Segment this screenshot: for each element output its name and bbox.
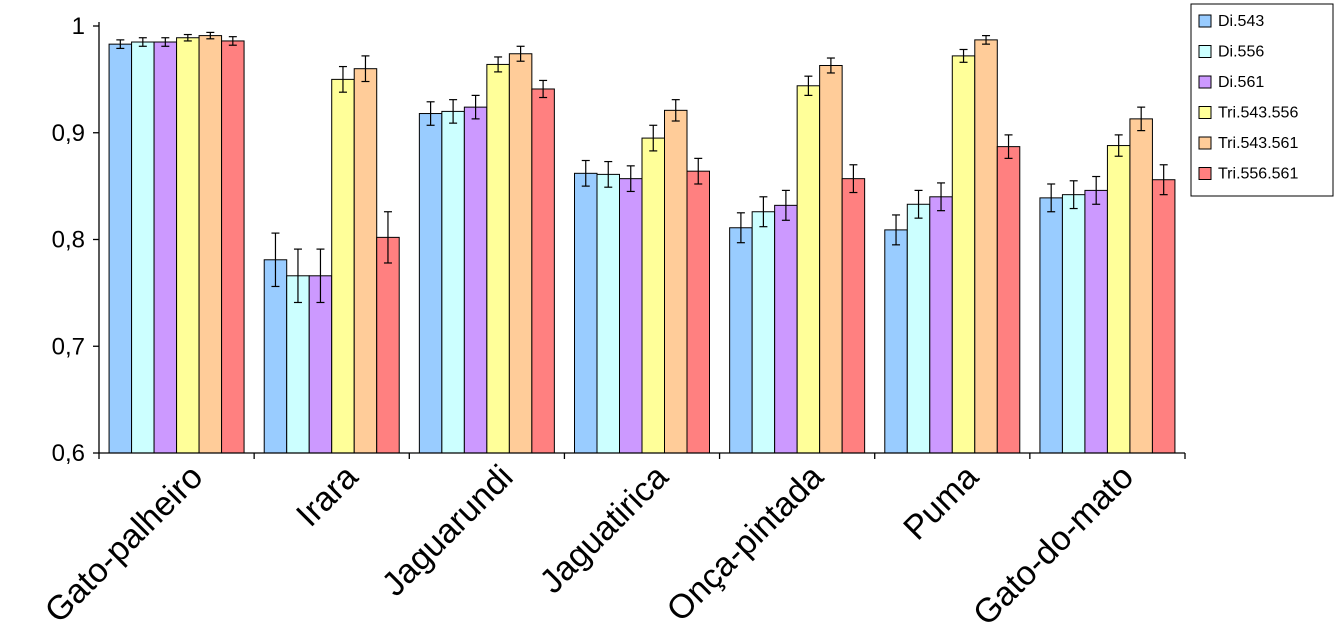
bar	[774, 204, 798, 454]
bar	[531, 88, 555, 454]
legend-swatch	[1198, 75, 1212, 89]
bar	[664, 109, 688, 454]
bar	[686, 170, 710, 454]
x-category-label: Puma	[896, 458, 986, 548]
x-category-label: Jaguarundi	[375, 458, 521, 604]
bar	[884, 229, 908, 454]
y-tick-label: 0,9	[52, 120, 85, 147]
bar	[108, 43, 133, 454]
bar	[1039, 197, 1063, 454]
series-di-561	[153, 37, 1108, 454]
bar	[508, 53, 533, 454]
bar	[619, 178, 643, 454]
bar	[176, 37, 200, 454]
bar	[221, 40, 245, 454]
bar	[353, 68, 378, 454]
series-di-556	[131, 37, 1086, 454]
bar	[1151, 179, 1176, 454]
bar	[819, 64, 843, 454]
legend-label: Di.543	[1218, 13, 1264, 30]
legend-swatch	[1198, 136, 1212, 150]
bar	[263, 259, 288, 454]
x-category-label: Gato-palheiro	[38, 458, 211, 631]
x-category-label: Jaguatirica	[533, 458, 676, 601]
bar	[331, 78, 355, 454]
bar	[796, 85, 821, 454]
legend-label: Tri.543.556	[1218, 105, 1298, 122]
bar	[974, 39, 998, 454]
series-tri-543-561	[198, 31, 1153, 454]
y-tick-label: 0,8	[52, 227, 85, 254]
x-category-label: Gato-do-mato	[966, 458, 1141, 633]
bar	[996, 146, 1021, 454]
legend-swatch	[1198, 45, 1212, 58]
legend-label: Tri.556.561	[1218, 166, 1298, 183]
legend-label: Di.556	[1218, 44, 1264, 61]
series-tri-556-561	[221, 36, 1176, 454]
bar	[418, 113, 443, 454]
y-tick-label: 0,7	[52, 333, 85, 360]
x-category-label: Irara	[289, 458, 365, 534]
legend-label: Tri.543.561	[1218, 135, 1298, 152]
bar	[951, 55, 976, 454]
bar	[1129, 118, 1153, 454]
legend-swatch	[1198, 167, 1212, 180]
bar	[198, 35, 223, 454]
bar	[486, 63, 510, 454]
legend: Di.543 Di.556 Di.561 Tri.543.556 Tri.543.561…	[1190, 3, 1334, 197]
legend-swatch	[1198, 14, 1212, 28]
bar	[841, 178, 866, 454]
bar	[596, 173, 620, 454]
bar	[751, 211, 776, 454]
bar	[463, 106, 488, 454]
bar	[153, 41, 178, 454]
y-tick-label: 0,6	[52, 440, 85, 467]
legend-label: Di.561	[1218, 74, 1264, 91]
bar	[1106, 145, 1131, 454]
bar	[1061, 194, 1086, 454]
x-category-label: Onça-pintada	[660, 458, 831, 629]
bar	[641, 137, 665, 454]
bar	[574, 172, 598, 454]
bar	[376, 236, 400, 454]
y-tick-label: 1	[72, 13, 85, 40]
bar	[441, 110, 465, 454]
bar	[929, 196, 953, 454]
legend-swatch	[1198, 106, 1212, 119]
bar	[729, 227, 753, 454]
legend-box	[1190, 3, 1334, 197]
bars-group	[108, 31, 1176, 454]
bar	[906, 203, 931, 454]
bar	[1084, 189, 1108, 454]
bar	[131, 41, 155, 454]
